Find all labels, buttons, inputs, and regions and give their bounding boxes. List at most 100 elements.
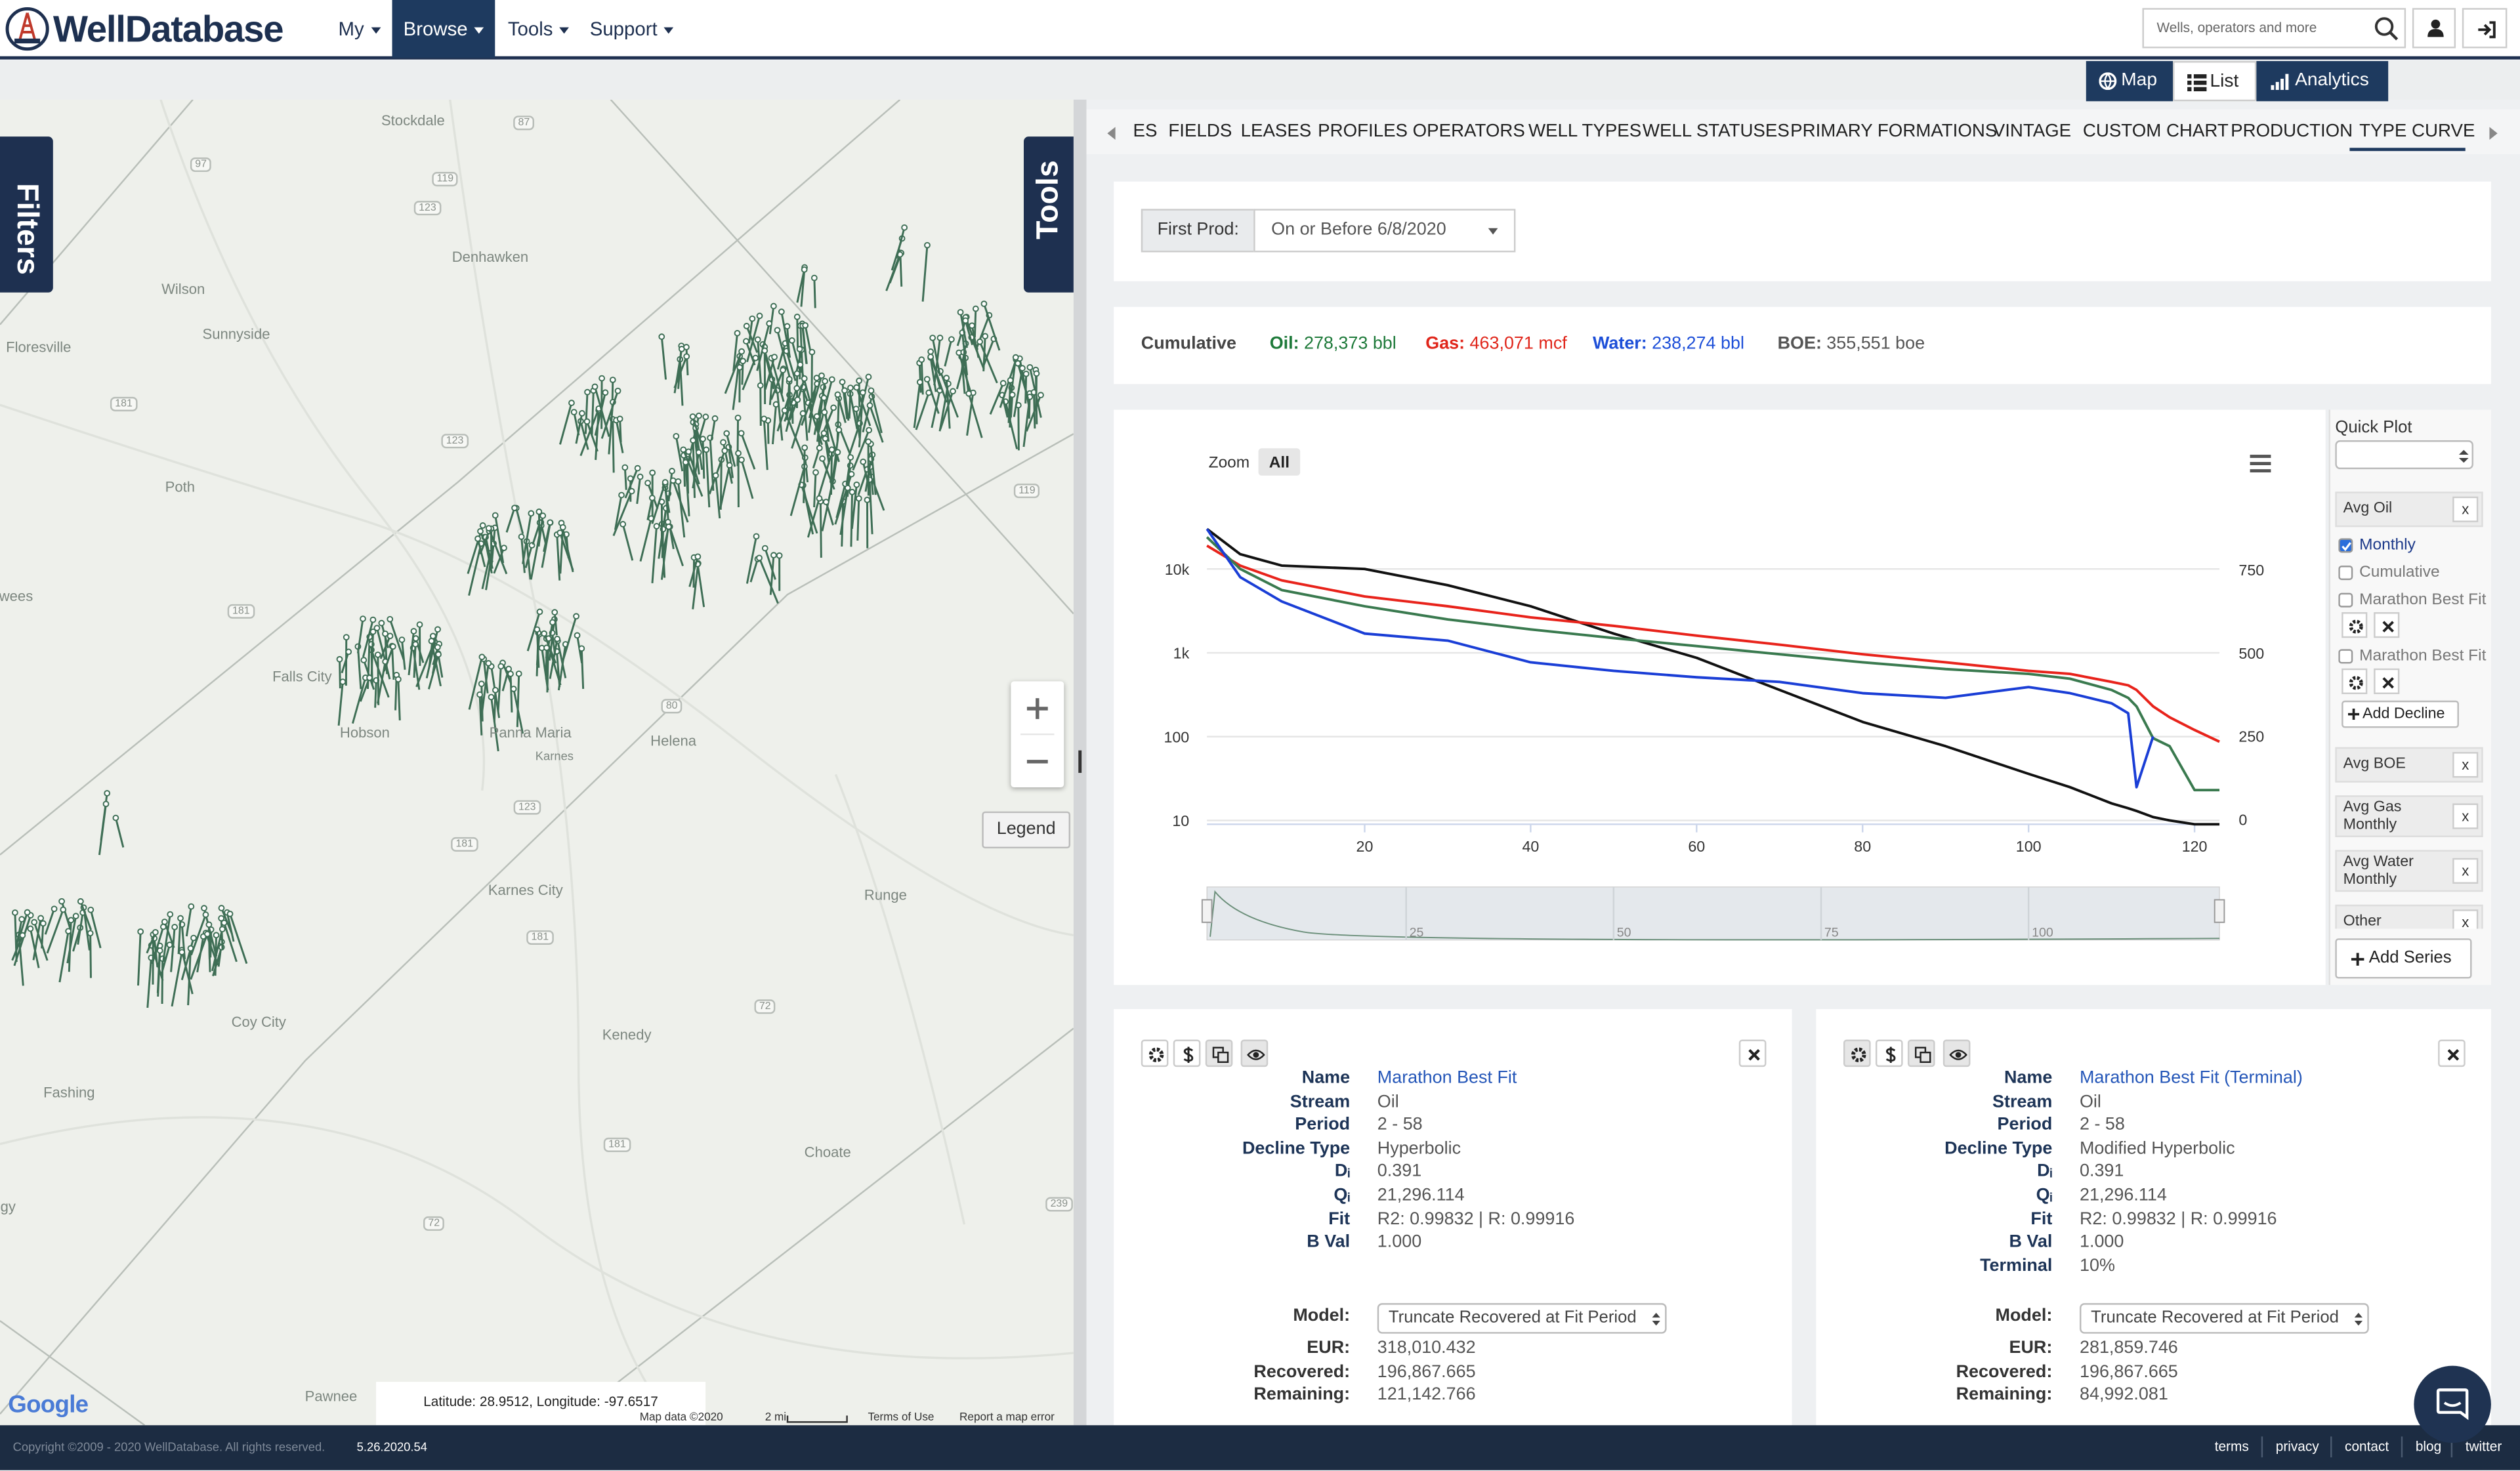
well-lateral: [915, 392, 930, 430]
group-close[interactable]: x: [2452, 858, 2479, 884]
field-value[interactable]: Marathon Best Fit (Terminal): [2079, 1068, 2303, 1088]
card-tool[interactable]: [1843, 1039, 1871, 1067]
well-lateral: [696, 564, 705, 608]
footer-link[interactable]: terms: [2214, 1438, 2249, 1455]
zoom-icons: [1020, 698, 1055, 764]
county-line: [562, 1027, 1074, 1426]
nav-item[interactable]: Tools: [495, 0, 581, 58]
well-head: [788, 337, 795, 344]
caret: [370, 27, 381, 34]
card-tool[interactable]: [1875, 1039, 1903, 1067]
well-lateral: [756, 323, 770, 371]
well-head: [416, 621, 423, 628]
well-head: [515, 670, 522, 677]
search-icon: [2374, 17, 2399, 41]
add-series[interactable]: Add Series: [2335, 938, 2472, 979]
checkbox[interactable]: [2338, 566, 2353, 581]
nav-item[interactable]: Support: [582, 0, 682, 58]
tab[interactable]: PROFILES: [1318, 122, 1408, 142]
card-tool[interactable]: [1173, 1039, 1201, 1067]
view-button[interactable]: Analytics: [2256, 61, 2389, 102]
well-head: [648, 495, 656, 501]
tools-tab[interactable]: Tools: [1024, 136, 1074, 293]
quick-plot-select[interactable]: [2335, 440, 2473, 470]
group-close[interactable]: x: [2452, 752, 2479, 778]
footer-link[interactable]: blog: [2415, 1438, 2442, 1455]
group-close[interactable]: x: [2452, 909, 2479, 929]
tab[interactable]: VINTAGE: [1992, 122, 2072, 142]
filter-value: On or Before 6/8/2020: [1271, 220, 1446, 239]
tools-label: Tools: [1032, 160, 1066, 240]
well-lateral: [847, 423, 861, 458]
field-label: Decline Type: [1944, 1138, 2053, 1159]
footer-link[interactable]: twitter: [2465, 1438, 2502, 1455]
road-shield: 123: [413, 201, 442, 216]
checkbox[interactable]: [2338, 592, 2353, 608]
footer-link[interactable]: contact: [2345, 1438, 2389, 1455]
field-value[interactable]: Marathon Best Fit: [1377, 1068, 1517, 1088]
card-tool[interactable]: [1907, 1039, 1935, 1067]
checkbox[interactable]: [2338, 538, 2353, 553]
decline-remove[interactable]: [2374, 668, 2400, 694]
tab[interactable]: WELL STATUSES: [1642, 122, 1790, 142]
well-lateral: [545, 648, 548, 680]
footer-link[interactable]: privacy: [2275, 1438, 2319, 1455]
checkbox[interactable]: [2338, 649, 2353, 664]
well-lateral: [505, 507, 516, 533]
card-close[interactable]: [2438, 1039, 2466, 1067]
field-value: 2 - 58: [1377, 1115, 1423, 1135]
well-head: [770, 302, 777, 310]
search-box[interactable]: Wells, operators and more: [2142, 8, 2406, 49]
well-head: [859, 389, 866, 396]
well-lateral: [959, 312, 968, 348]
tab[interactable]: TYPE CURVE: [2359, 122, 2475, 142]
gear-icon: [2349, 676, 2363, 690]
decline-settings[interactable]: [2342, 612, 2368, 638]
group-close[interactable]: x: [2452, 496, 2479, 522]
filters-tab[interactable]: Filters: [0, 136, 53, 293]
well-head: [810, 274, 818, 281]
well-head: [539, 512, 547, 519]
logout-button[interactable]: [2462, 8, 2508, 49]
decline-remove[interactable]: [2374, 612, 2400, 638]
user-button[interactable]: [2412, 8, 2456, 49]
filter-select[interactable]: On or Before 6/8/2020: [1253, 209, 1516, 253]
tab[interactable]: FIELDS: [1168, 122, 1232, 142]
model-select[interactable]: Truncate Recovered at Fit Period: [2079, 1303, 2369, 1334]
model-select[interactable]: Truncate Recovered at Fit Period: [1377, 1303, 1667, 1334]
add-decline[interactable]: Add Decline: [2342, 700, 2459, 728]
nav-item[interactable]: My: [326, 0, 392, 58]
view-button[interactable]: List: [2173, 61, 2257, 102]
legend-button[interactable]: Legend: [982, 811, 1071, 849]
tab[interactable]: WELL TYPES: [1528, 122, 1642, 142]
well-lateral: [796, 269, 806, 303]
chat-button[interactable]: [2414, 1365, 2491, 1443]
tab[interactable]: CUSTOM CHART: [2082, 122, 2229, 142]
group-close[interactable]: x: [2452, 803, 2479, 829]
tab[interactable]: ES: [1133, 122, 1158, 142]
well-head: [736, 363, 744, 371]
nav-item[interactable]: Browse: [392, 0, 495, 58]
well-head: [820, 430, 828, 437]
well-head: [841, 387, 848, 394]
navigator-handle: [2214, 899, 2225, 923]
decline-settings[interactable]: [2342, 668, 2368, 694]
well-head: [58, 898, 65, 905]
well-lateral: [600, 390, 619, 439]
view-button[interactable]: Map: [2086, 61, 2174, 102]
well-head: [830, 404, 837, 411]
logo-text[interactable]: WellDatabase: [52, 8, 284, 50]
tab[interactable]: OPERATORS: [1412, 122, 1525, 142]
card-tool[interactable]: [1141, 1039, 1169, 1067]
card-tool[interactable]: [1942, 1039, 1971, 1067]
well-lateral: [771, 404, 778, 445]
well-lateral: [562, 615, 578, 661]
card-tool[interactable]: [1240, 1039, 1269, 1067]
card-close[interactable]: [1738, 1039, 1767, 1067]
tab[interactable]: LEASES: [1240, 122, 1312, 142]
tab[interactable]: PRIMARY FORMATIONS: [1790, 122, 1998, 142]
well-lateral: [816, 453, 833, 500]
tab[interactable]: PRODUCTION: [2231, 122, 2353, 142]
option-row: Cumulative: [2338, 561, 2491, 585]
card-tool[interactable]: [1205, 1039, 1233, 1067]
